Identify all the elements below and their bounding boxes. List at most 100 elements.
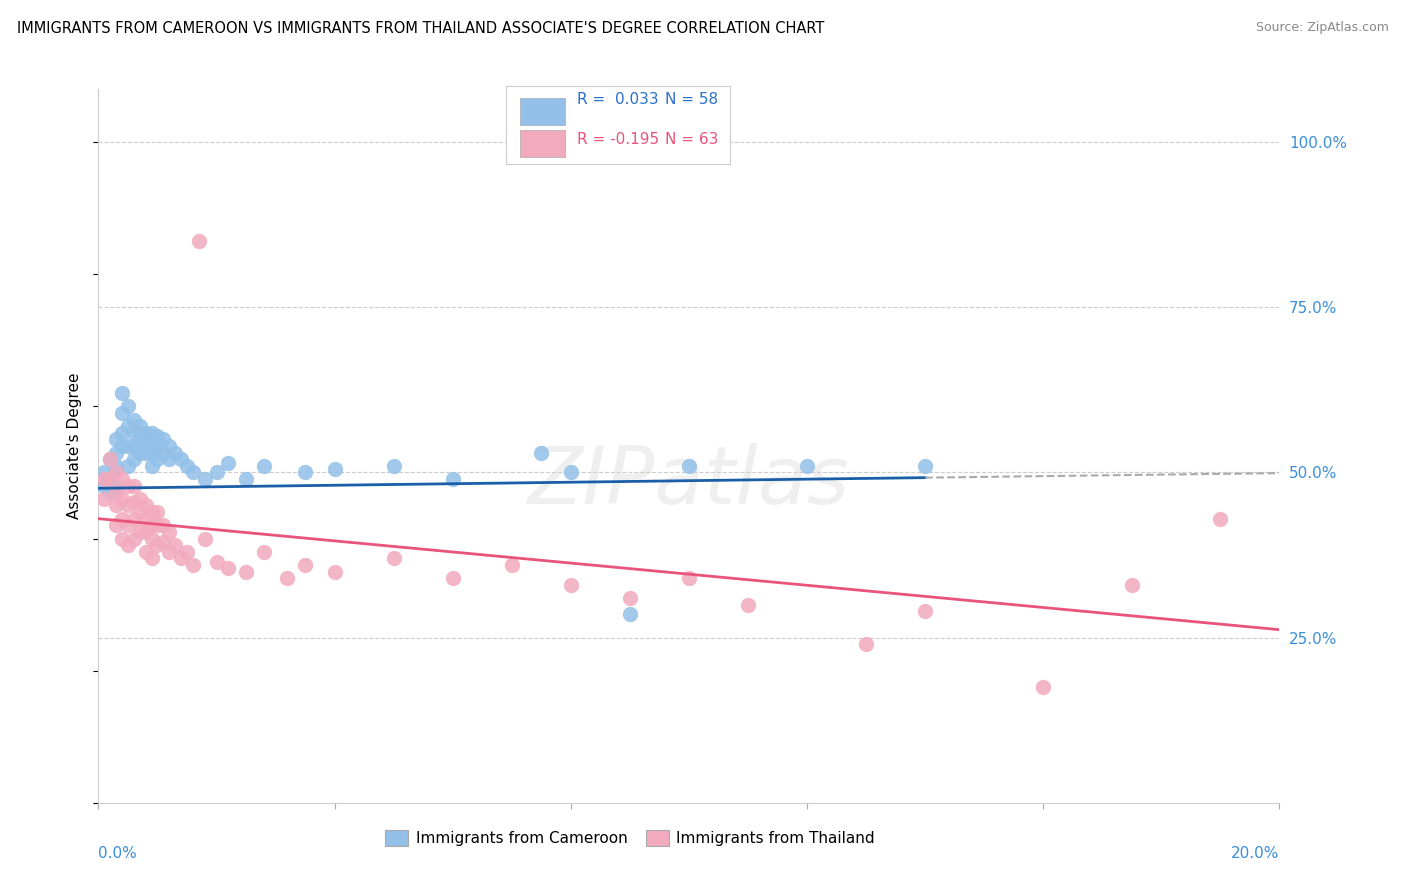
Text: 0.0%: 0.0% [98,846,138,861]
Point [135,499,157,513]
Point [170,452,193,467]
Point [187,234,209,248]
Point [157,524,180,539]
Point [501,558,523,572]
Point [796,458,818,473]
Point [146,538,169,552]
Point [128,435,150,450]
Text: N = 58: N = 58 [665,93,718,107]
Point [217,456,239,470]
Point [128,491,150,506]
Point [122,532,145,546]
Point [122,478,145,492]
Point [93,472,115,486]
Text: 20.0%: 20.0% [1232,846,1279,861]
Point [194,472,217,486]
Point [194,532,217,546]
Point [111,425,134,440]
Point [117,419,139,434]
Point [117,478,139,492]
Point [141,435,163,450]
Point [135,545,157,559]
Point [165,445,187,459]
Point [141,518,163,533]
Point [128,524,150,539]
Point [105,433,128,447]
Point [128,419,150,434]
Point [170,551,193,566]
Point [276,571,298,585]
Point [855,637,877,651]
Point [128,425,150,440]
Point [122,425,145,440]
Point [93,478,115,492]
Point [146,518,169,533]
Point [323,565,346,579]
Point [560,466,582,480]
Point [294,558,316,572]
Point [176,545,198,559]
Point [111,532,134,546]
Point [152,518,174,533]
Point [157,439,180,453]
Text: IMMIGRANTS FROM CAMEROON VS IMMIGRANTS FROM THAILAND ASSOCIATE'S DEGREE CORRELAT: IMMIGRANTS FROM CAMEROON VS IMMIGRANTS F… [17,21,824,37]
Point [181,558,204,572]
Y-axis label: Associate's Degree: Associate's Degree [67,373,83,519]
Point [135,511,157,525]
Text: N = 63: N = 63 [665,132,718,146]
Text: R =  0.033: R = 0.033 [576,93,658,107]
Point [111,472,134,486]
Point [176,458,198,473]
Point [98,472,121,486]
Point [122,495,145,509]
Point [93,466,115,480]
Point [560,578,582,592]
Point [146,505,169,519]
Point [105,499,128,513]
Point [135,425,157,440]
Point [165,538,187,552]
Point [135,445,157,459]
Point [141,458,163,473]
Text: ZIPatlas: ZIPatlas [527,442,851,521]
Point [105,478,128,492]
Point [382,458,405,473]
Point [117,439,139,453]
Point [157,545,180,559]
Point [111,406,134,420]
FancyBboxPatch shape [520,130,565,157]
Point [117,499,139,513]
Point [619,607,641,622]
Point [105,485,128,500]
Text: Source: ZipAtlas.com: Source: ZipAtlas.com [1256,21,1389,35]
Point [217,561,239,575]
Point [181,466,204,480]
Point [98,452,121,467]
Point [111,511,134,525]
Point [1209,511,1232,525]
Point [122,439,145,453]
Point [93,491,115,506]
Point [98,472,121,486]
Point [441,571,464,585]
Point [117,538,139,552]
Point [117,400,139,414]
Point [98,452,121,467]
Point [117,518,139,533]
Point [157,452,180,467]
Point [141,445,163,459]
Point [294,466,316,480]
Point [141,532,163,546]
Point [205,555,228,569]
Point [135,435,157,450]
Point [128,445,150,459]
Text: R = -0.195: R = -0.195 [576,132,659,146]
FancyBboxPatch shape [520,98,565,125]
Point [152,445,174,459]
Point [323,462,346,476]
Point [914,604,936,618]
Legend: Immigrants from Cameroon, Immigrants from Thailand: Immigrants from Cameroon, Immigrants fro… [378,824,882,852]
Point [253,545,276,559]
Point [441,472,464,486]
Point [141,425,163,440]
